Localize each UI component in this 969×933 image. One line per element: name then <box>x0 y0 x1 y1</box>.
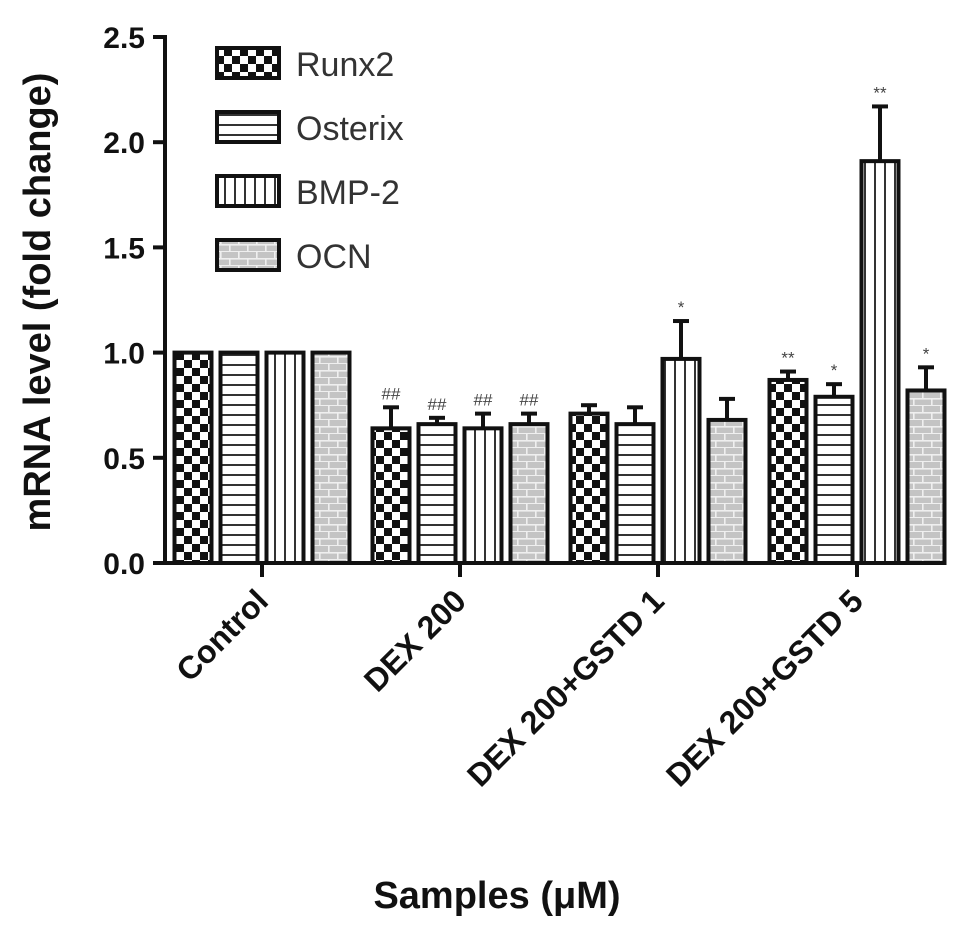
y-tick-label: 2.5 <box>103 22 145 55</box>
legend-swatch-ocn <box>215 238 281 272</box>
bar-osterix-1 <box>416 422 458 565</box>
x-category-label: DEX 200+GSTD 5 <box>659 582 870 793</box>
bar-runx2-2 <box>568 411 610 565</box>
y-tick-label: 0.0 <box>103 548 145 581</box>
legend-label: OCN <box>296 238 372 276</box>
y-tick-label: 1.5 <box>103 232 145 265</box>
legend-swatch-osterix <box>215 110 281 144</box>
x-category-label: DEX 200+GSTD 1 <box>460 582 671 793</box>
x-category-label: Control <box>169 582 275 688</box>
significance-label: ** <box>873 83 887 102</box>
y-tick-label: 2.0 <box>103 127 145 160</box>
bar-runx2-0 <box>172 350 214 565</box>
bar-osterix-3 <box>813 394 855 565</box>
significance-label: ## <box>428 395 447 414</box>
significance-label: ## <box>474 391 493 410</box>
significance-label: * <box>923 344 930 363</box>
bar-ocn-0 <box>310 350 352 565</box>
y-axis-ticks: 0.0 0.5 1.0 1.5 2.0 2.5 <box>103 22 165 581</box>
bar-ocn-2 <box>706 417 748 566</box>
bar-osterix-2 <box>614 422 656 565</box>
significance-label: * <box>831 361 838 380</box>
bar-runx2-1 <box>370 426 412 565</box>
bar-bmp-2-1 <box>462 426 504 565</box>
legend-swatch-runx2 <box>215 46 281 80</box>
x-axis-title: Samples (μM) <box>373 875 620 917</box>
significance-label: ## <box>520 391 539 410</box>
y-tick-label: 0.5 <box>103 443 145 476</box>
significance-label: * <box>678 298 685 317</box>
bar-bmp-2-2 <box>660 356 702 565</box>
significance-label: ** <box>781 349 795 368</box>
legend-label: BMP-2 <box>296 174 400 212</box>
y-axis-title: mRNA level (fold change) <box>17 73 59 532</box>
bar-ocn-1 <box>508 422 550 565</box>
legend-swatch-bmp-2 <box>215 174 281 208</box>
bar-runx2-3 <box>767 377 809 565</box>
significance-label: ## <box>382 384 401 403</box>
y-tick-label: 1.0 <box>103 338 145 371</box>
legend: Runx2 Osterix BMP-2 OCN <box>215 46 404 276</box>
plot-area: #### ## ##******* <box>172 83 947 566</box>
legend-label: Runx2 <box>296 46 394 84</box>
bar-ocn-3 <box>905 388 947 565</box>
x-category-label: DEX 200 <box>357 582 473 698</box>
bar-bmp-2-0 <box>264 350 306 565</box>
bar-osterix-0 <box>218 350 260 565</box>
legend-label: Osterix <box>296 110 404 148</box>
bar-bmp-2-3 <box>859 159 901 566</box>
